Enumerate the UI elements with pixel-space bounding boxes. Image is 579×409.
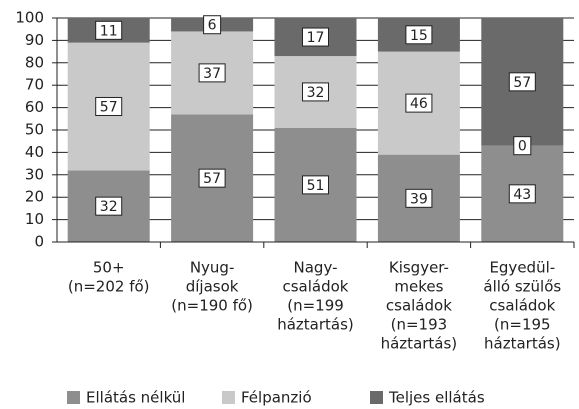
x-tick-label: (n=199 xyxy=(287,297,344,315)
value-label-box xyxy=(95,20,123,40)
x-tick-label: Nagy- xyxy=(294,259,338,277)
value-label-box xyxy=(198,168,226,188)
y-tick-label: 10 xyxy=(25,210,44,228)
value-label-box xyxy=(302,175,329,195)
y-tick-label: 40 xyxy=(25,143,44,161)
x-tick-label: háztartás) xyxy=(484,335,561,353)
value-label-box xyxy=(513,136,532,156)
x-tick-label: családok xyxy=(283,278,349,296)
y-tick-label: 50 xyxy=(25,121,44,139)
value-label-box xyxy=(405,188,433,208)
y-tick-label: 70 xyxy=(25,76,44,94)
x-tick-label: (n=193 xyxy=(391,316,448,334)
y-tick-label: 30 xyxy=(25,165,44,183)
y-tick-label: 100 xyxy=(15,9,44,27)
y-tick-label: 80 xyxy=(25,53,44,71)
value-label: 57 xyxy=(100,99,118,115)
x-tick-label: Egyedül- xyxy=(489,259,555,277)
legend-swatch xyxy=(370,391,383,404)
value-label: 17 xyxy=(307,30,325,46)
x-tick-label: álló szülős xyxy=(483,278,561,296)
y-tick-label: 90 xyxy=(25,31,44,49)
legend-label: Félpanzió xyxy=(241,389,312,407)
value-label-box xyxy=(95,96,123,116)
x-tick-label: háztartás) xyxy=(381,335,458,353)
x-tick-label: (n=202 fő) xyxy=(68,278,150,296)
value-label: 43 xyxy=(513,187,531,203)
legend-label: Ellátás nélkül xyxy=(86,389,185,407)
value-label-box xyxy=(405,93,433,113)
x-tick-label: mekes xyxy=(394,278,443,296)
value-label-box xyxy=(203,15,222,35)
y-tick-label: 20 xyxy=(25,188,44,206)
value-label: 46 xyxy=(410,96,428,112)
value-label-box xyxy=(95,196,123,216)
legend-swatch xyxy=(67,391,80,404)
x-tick-label: díjasok xyxy=(186,278,239,296)
y-tick-label: 0 xyxy=(34,233,44,251)
x-tick-label: családok xyxy=(386,297,452,315)
value-label-box xyxy=(302,82,329,102)
value-label-box xyxy=(508,72,536,92)
value-label: 57 xyxy=(203,171,221,187)
value-label-box xyxy=(302,27,329,47)
x-tick-label: családok xyxy=(489,297,555,315)
x-tick-label: Kisgyer- xyxy=(389,259,449,277)
value-label: 32 xyxy=(100,199,118,215)
value-label: 39 xyxy=(410,191,428,207)
value-label-box xyxy=(508,184,536,204)
value-label: 15 xyxy=(410,28,428,44)
value-label: 51 xyxy=(307,178,325,194)
value-label: 57 xyxy=(513,75,531,91)
value-label: 37 xyxy=(203,66,221,82)
value-label: 0 xyxy=(518,139,527,155)
x-tick-label: (n=195 xyxy=(494,316,551,334)
value-label-box xyxy=(198,63,226,83)
x-tick-label: 50+ xyxy=(93,259,125,277)
x-tick-label: háztartás) xyxy=(277,316,354,334)
value-label-box xyxy=(405,25,433,45)
x-tick-label: Nyug- xyxy=(190,259,235,277)
y-tick-label: 60 xyxy=(25,98,44,116)
legend-label: Teljes ellátás xyxy=(388,389,485,407)
value-label: 11 xyxy=(100,23,118,39)
legend-swatch xyxy=(222,391,235,404)
value-label: 32 xyxy=(307,85,325,101)
x-tick-label: (n=190 fő) xyxy=(171,297,253,315)
value-label: 6 xyxy=(208,18,217,34)
